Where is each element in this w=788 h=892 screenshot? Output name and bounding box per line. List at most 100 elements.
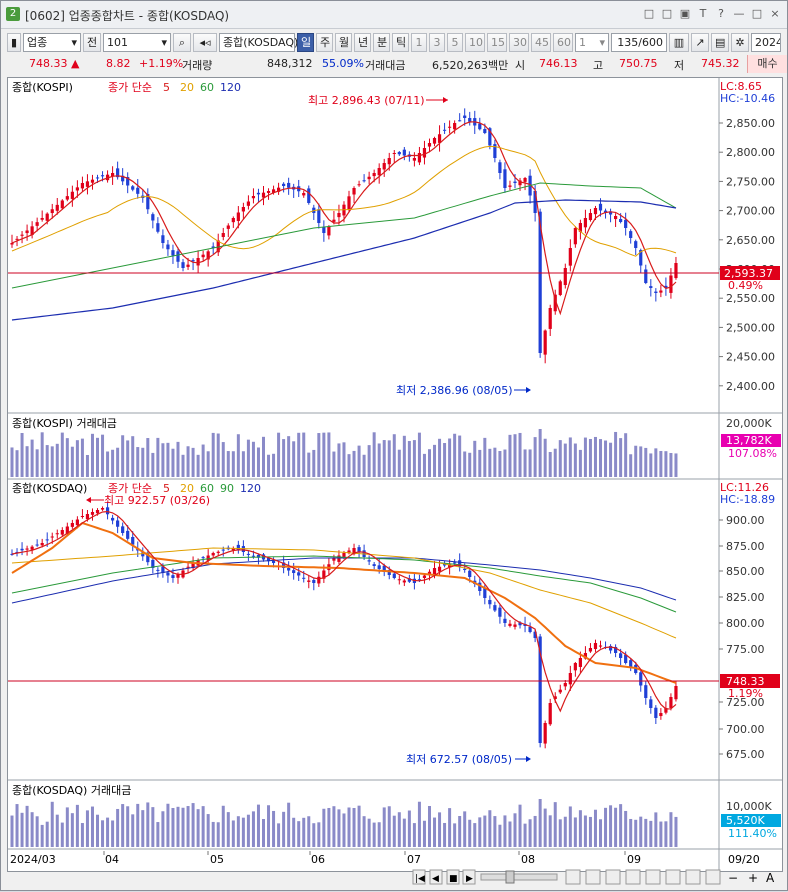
prev-button[interactable]: 전 [83, 32, 101, 52]
candle-body [35, 544, 39, 546]
amount-bar [599, 819, 603, 847]
minute-60-button[interactable]: 60 [553, 32, 573, 52]
close-icon[interactable]: × [770, 7, 780, 20]
scroll-first-button[interactable] [412, 869, 426, 885]
candle-body [307, 188, 311, 203]
candle-body [70, 523, 74, 527]
print-icon[interactable] [685, 869, 701, 885]
candle-body [231, 218, 235, 223]
draw-icon[interactable] [645, 869, 661, 885]
window-link-icon[interactable]: ▣ [679, 7, 691, 20]
chart-area[interactable]: 종합(KOSPI) 종가 단순 5 20 60 120 최고 2,896.43 … [7, 77, 783, 872]
amount-bar [664, 821, 668, 847]
kosdaq-ma60-legend: 60 [200, 482, 214, 495]
scroll-stop-button[interactable] [446, 869, 460, 885]
amount-bar [337, 443, 341, 477]
amount-bar [231, 451, 235, 477]
search-icon[interactable]: ⌕ [173, 32, 191, 52]
candle-body [186, 566, 190, 568]
amount-bar [593, 809, 597, 847]
candle-body [191, 260, 195, 262]
minute-10-button[interactable]: 10 [465, 32, 485, 52]
code-input[interactable]: 101 ▾ [103, 32, 171, 52]
pin-icon[interactable] [705, 869, 721, 885]
scroll-prev-button[interactable] [429, 869, 443, 885]
zoom-in-icon[interactable]: + [748, 871, 758, 885]
minute-30-button[interactable]: 30 [509, 32, 529, 52]
chart-canvas[interactable]: 종합(KOSPI) 종가 단순 5 20 60 120 최고 2,896.43 … [8, 78, 782, 871]
candle-body [261, 192, 266, 198]
period-day-button[interactable]: 일 [297, 32, 314, 52]
candle-type-icon[interactable] [585, 869, 601, 885]
period-month-button[interactable]: 월 [335, 32, 352, 52]
candle-settings-icon[interactable]: ▥ [669, 32, 689, 52]
amount-bar [518, 432, 522, 477]
line-tool-icon[interactable]: ↗ [691, 32, 709, 52]
minute-45-button[interactable]: 45 [531, 32, 551, 52]
kospi-amount-panel[interactable]: 종합(KOSPI) 거래대금 20,000K 13,782K 107.08% [10, 417, 782, 477]
amount-bar [593, 436, 597, 477]
kosdaq-amount-tag: 5,520K [726, 814, 765, 827]
window-copy-icon[interactable]: □ [661, 7, 673, 20]
font-size-icon[interactable]: T [699, 7, 707, 20]
amount-bar [402, 435, 406, 477]
kosdaq-amount-panel[interactable]: 종합(KOSDAQ) 거래대금 10,000K 5,520K 111.40% [10, 784, 782, 847]
period-week-button[interactable]: 주 [316, 32, 333, 52]
market-select[interactable]: 업종 ▾ [23, 32, 81, 52]
candle-body [654, 291, 658, 293]
x-label-05: 05 [210, 853, 224, 866]
change-value: 8.82 [106, 57, 131, 70]
minute-1-button[interactable]: 1 [411, 32, 427, 52]
candle-body [317, 209, 321, 223]
candle-body [20, 234, 24, 236]
kosdaq-price-panel[interactable]: 종합(KOSDAQ) 종가 단순 5 20 60 90 120 최고 922.5… [8, 481, 780, 766]
date-input[interactable]: 2024/ [751, 32, 781, 52]
candle-body [614, 646, 618, 653]
amount-bar [136, 803, 140, 847]
amount-bar [583, 815, 587, 847]
help-icon[interactable]: ? [718, 7, 724, 20]
amount-bar [624, 810, 628, 847]
candle-body [30, 546, 34, 550]
chevron-down-icon: ▾ [161, 35, 167, 49]
compare-icon[interactable] [625, 869, 641, 885]
kospi-amount-pct: 107.08% [728, 447, 777, 460]
count-input[interactable]: 135/600 [611, 32, 667, 52]
period-year-button[interactable]: 년 [354, 32, 371, 52]
high-label: 고 [593, 59, 604, 72]
save-icon[interactable]: ▤ [711, 32, 729, 52]
indicator-icon[interactable] [605, 869, 621, 885]
candle-body [503, 618, 507, 623]
speaker-icon[interactable]: ◂◃ [193, 32, 217, 52]
amount-bar [372, 822, 376, 847]
candle-body [412, 158, 416, 161]
period-tick-button[interactable]: 틱 [392, 32, 409, 52]
layout-icon[interactable] [565, 869, 581, 885]
scroll-next-button[interactable] [462, 869, 476, 885]
maximize-icon[interactable]: □ [751, 7, 763, 20]
zoom-slider-handle[interactable] [505, 870, 515, 884]
amount-bar [468, 452, 472, 477]
candle-body [372, 564, 376, 566]
minimize-icon[interactable]: — [733, 7, 745, 20]
amount-bar [322, 808, 326, 847]
grid-icon[interactable] [665, 869, 681, 885]
buy-button[interactable]: 매수 [747, 55, 787, 73]
kospi-price-panel[interactable]: 종합(KOSPI) 종가 단순 5 20 60 120 최고 2,896.43 … [8, 80, 780, 397]
amount-bar [297, 432, 301, 477]
minute-5-button[interactable]: 5 [447, 32, 463, 52]
amount-bar [362, 454, 366, 477]
kospi-ma120-line [11, 199, 677, 321]
window-tile-icon[interactable]: □ [643, 7, 655, 20]
minute-15-button[interactable]: 15 [487, 32, 507, 52]
font-icon[interactable]: A [766, 871, 775, 885]
candle-body [266, 557, 271, 562]
unit-select[interactable]: 1 ▾ [575, 32, 609, 52]
period-minute-button[interactable]: 분 [373, 32, 390, 52]
candle-body [488, 599, 492, 605]
minute-3-button[interactable]: 3 [429, 32, 445, 52]
gear-icon[interactable]: ✲ [731, 32, 749, 52]
zoom-out-icon[interactable]: − [728, 871, 738, 885]
amount-bar [186, 806, 190, 847]
zoom-slider[interactable] [480, 873, 558, 881]
